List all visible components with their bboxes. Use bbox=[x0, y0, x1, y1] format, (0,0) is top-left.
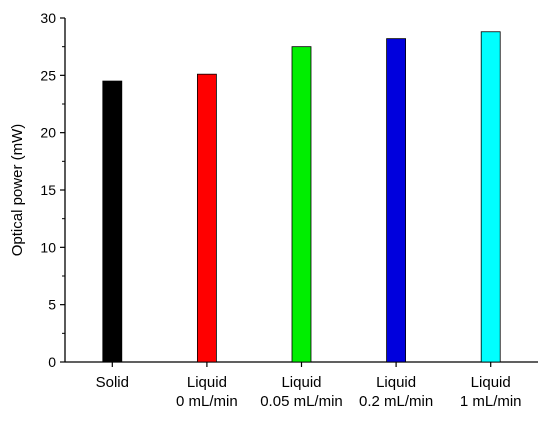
x-category-label: 0 mL/min bbox=[176, 393, 238, 410]
y-tick-label: 5 bbox=[48, 297, 56, 313]
x-category-label: Liquid bbox=[471, 374, 511, 391]
y-tick-label: 15 bbox=[40, 182, 56, 198]
x-category-label: Liquid bbox=[376, 374, 416, 391]
y-axis-title: Optical power (mW) bbox=[9, 124, 26, 257]
x-category-label: 0.2 mL/min bbox=[359, 393, 433, 410]
bar-3 bbox=[386, 38, 407, 363]
x-category-label: 0.05 mL/min bbox=[260, 393, 343, 410]
y-tick-label: 30 bbox=[40, 10, 56, 26]
y-axis-ticks: 0 5 10 15 20 25 30 bbox=[40, 10, 65, 370]
y-tick-label: 25 bbox=[40, 67, 56, 83]
bar-0 bbox=[102, 80, 123, 363]
y-tick-label: 0 bbox=[48, 354, 56, 370]
bar-2 bbox=[291, 46, 312, 363]
x-category-label: 1 mL/min bbox=[460, 393, 522, 410]
x-category-label: Liquid bbox=[281, 374, 321, 391]
x-category-label: Liquid bbox=[187, 374, 227, 391]
bar-1 bbox=[196, 73, 217, 363]
y-tick-label: 10 bbox=[40, 239, 56, 255]
x-category-label: Solid bbox=[96, 374, 129, 391]
x-axis-labels: Solid Liquid 0 mL/min Liquid 0.05 mL/min Liqu… bbox=[96, 362, 522, 410]
bars bbox=[102, 31, 501, 363]
y-tick-label: 20 bbox=[40, 125, 56, 141]
bar-4 bbox=[480, 31, 501, 363]
